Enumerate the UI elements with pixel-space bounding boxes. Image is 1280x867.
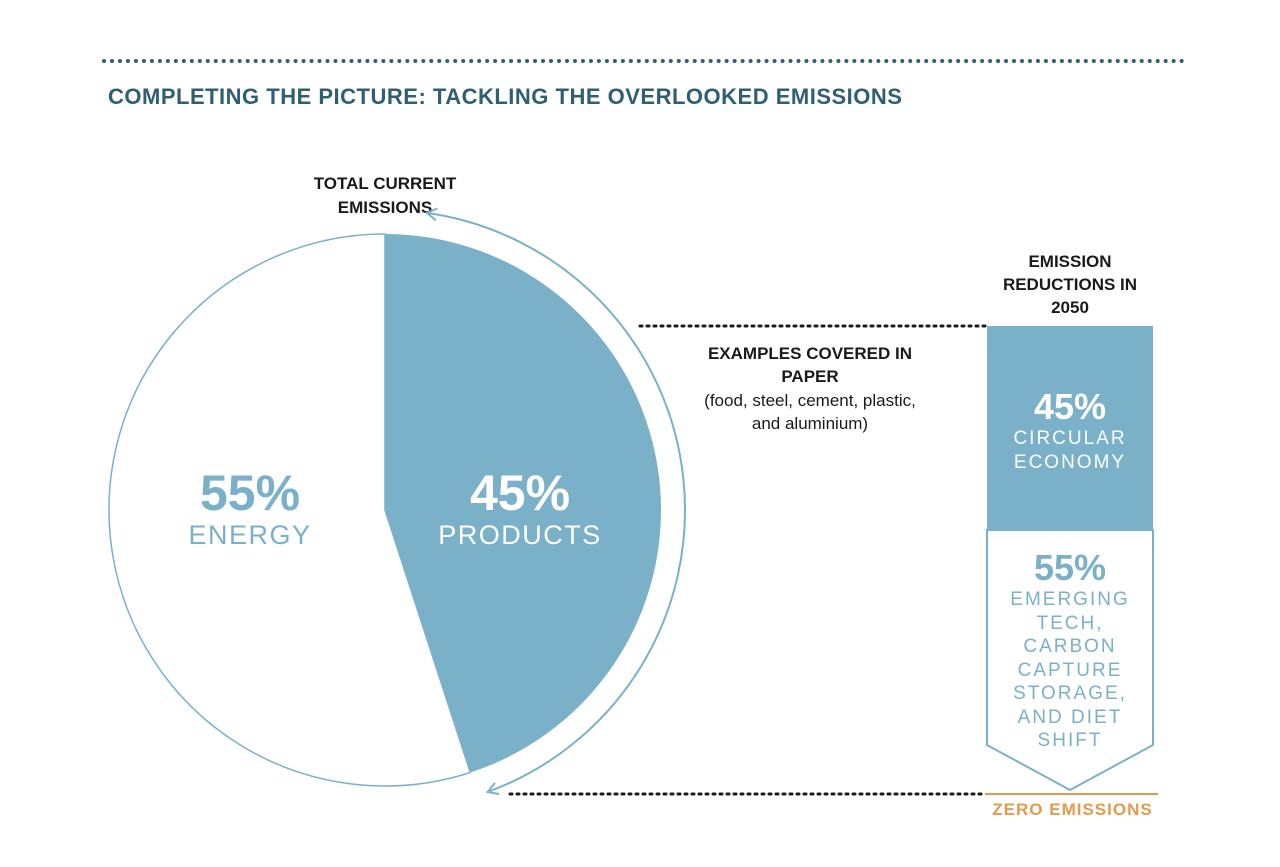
pie-chart: [108, 233, 661, 787]
reductions-title: EMISSION REDUCTIONS IN 2050: [1002, 252, 1138, 317]
bar-segment-emerging-tech: [986, 529, 1154, 792]
examples-title: EXAMPLES COVERED IN PAPER: [707, 344, 913, 386]
pie-slice-energy: [108, 233, 472, 787]
examples-detail: (food, steel, cement, plastic, and alumi…: [704, 391, 916, 433]
energy-percent: 55%: [199, 465, 301, 521]
products-percent: 45%: [469, 465, 571, 521]
bar-segment-circular-economy: [987, 326, 1153, 530]
arrow-head-bottom: [485, 782, 500, 796]
circular-economy-percent: 45%: [1033, 386, 1107, 427]
pie-chart-title: TOTAL CURRENT EMISSIONS: [313, 174, 457, 217]
emerging-tech-label: EMERGING TECH, CARBON CAPTURE STORAGE, A…: [1010, 589, 1130, 751]
pie-slice-products: [385, 234, 661, 773]
page-title: COMPLETING THE PICTURE: TACKLING THE OVE…: [108, 84, 903, 109]
emerging-tech-percent: 55%: [1033, 547, 1107, 588]
energy-label: ENERGY: [188, 520, 312, 550]
arrow-head-top: [424, 207, 438, 222]
circular-economy-label: CIRCULAR ECONOMY: [1013, 428, 1127, 473]
header-dotted-rule: [102, 59, 1185, 63]
products-label: PRODUCTS: [438, 520, 602, 550]
zero-emissions-label: ZERO EMISSIONS: [992, 800, 1153, 819]
curved-arrow: [426, 211, 686, 793]
